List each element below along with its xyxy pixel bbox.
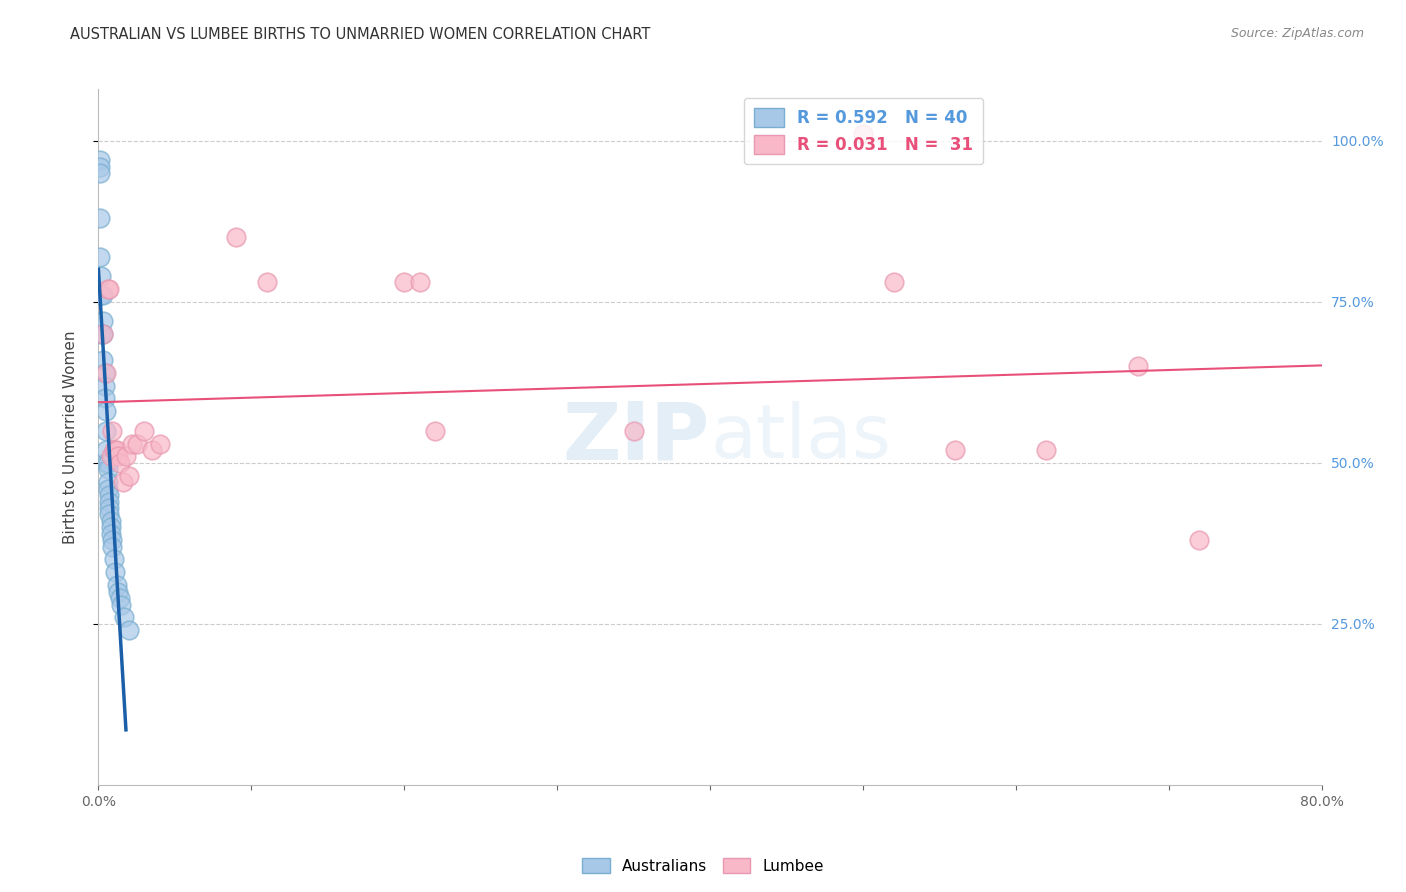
Point <box>1128 359 1150 374</box>
Point <box>103 442 125 457</box>
Point <box>256 276 278 290</box>
Point <box>105 442 128 457</box>
Legend: Australians, Lumbee: Australians, Lumbee <box>576 852 830 880</box>
Point <box>118 468 141 483</box>
Point <box>883 276 905 290</box>
Point <box>97 456 120 470</box>
Point <box>105 578 128 592</box>
Point <box>107 584 129 599</box>
Point <box>94 442 117 457</box>
Point <box>91 326 114 341</box>
Point <box>110 598 132 612</box>
Point <box>98 494 121 508</box>
Point <box>134 424 156 438</box>
Point <box>104 566 127 580</box>
Point <box>97 475 120 490</box>
Point <box>111 475 134 490</box>
Text: atlas: atlas <box>710 401 891 474</box>
Text: ZIP: ZIP <box>562 398 710 476</box>
Point <box>97 282 120 296</box>
Point <box>90 268 112 283</box>
Point <box>225 230 247 244</box>
Point <box>94 456 117 470</box>
Point <box>91 326 114 341</box>
Point <box>100 526 122 541</box>
Point <box>98 508 121 522</box>
Point <box>101 533 124 548</box>
Point <box>149 436 172 450</box>
Point <box>112 610 135 624</box>
Point <box>91 288 114 302</box>
Point <box>98 282 121 296</box>
Point <box>94 366 117 380</box>
Point <box>89 153 111 167</box>
Text: Source: ZipAtlas.com: Source: ZipAtlas.com <box>1230 27 1364 40</box>
Point <box>100 514 122 528</box>
Point <box>392 276 416 290</box>
Point <box>107 450 129 464</box>
Point <box>91 314 114 328</box>
Point <box>89 211 111 225</box>
Text: AUSTRALIAN VS LUMBEE BIRTHS TO UNMARRIED WOMEN CORRELATION CHART: AUSTRALIAN VS LUMBEE BIRTHS TO UNMARRIED… <box>70 27 651 42</box>
Point <box>103 552 125 566</box>
Legend: R = 0.592   N = 40, R = 0.031   N =  31: R = 0.592 N = 40, R = 0.031 N = 31 <box>744 97 983 164</box>
Point <box>93 392 115 406</box>
Point <box>104 442 127 457</box>
Point <box>115 450 138 464</box>
Point <box>141 442 163 457</box>
Point <box>90 326 112 341</box>
Point <box>97 462 120 476</box>
Point <box>90 288 112 302</box>
Point <box>93 378 115 392</box>
Point <box>89 166 111 180</box>
Point <box>623 424 645 438</box>
Point <box>408 276 430 290</box>
Point <box>1035 442 1057 457</box>
Point <box>94 404 117 418</box>
Point <box>852 128 875 142</box>
Y-axis label: Births to Unmarried Women: Births to Unmarried Women <box>63 330 77 544</box>
Point <box>100 450 122 464</box>
Point <box>100 520 122 534</box>
Point <box>94 424 117 438</box>
Point <box>98 500 121 515</box>
Point <box>98 488 121 502</box>
Point <box>118 624 141 638</box>
Point <box>89 250 111 264</box>
Point <box>125 436 148 450</box>
Point <box>121 436 143 450</box>
Point <box>108 591 131 606</box>
Point <box>91 352 114 367</box>
Point <box>423 424 446 438</box>
Point <box>93 366 115 380</box>
Point <box>1188 533 1211 548</box>
Point <box>89 160 111 174</box>
Point <box>97 482 120 496</box>
Point <box>943 442 966 457</box>
Point <box>108 456 131 470</box>
Point <box>101 424 124 438</box>
Point <box>101 540 124 554</box>
